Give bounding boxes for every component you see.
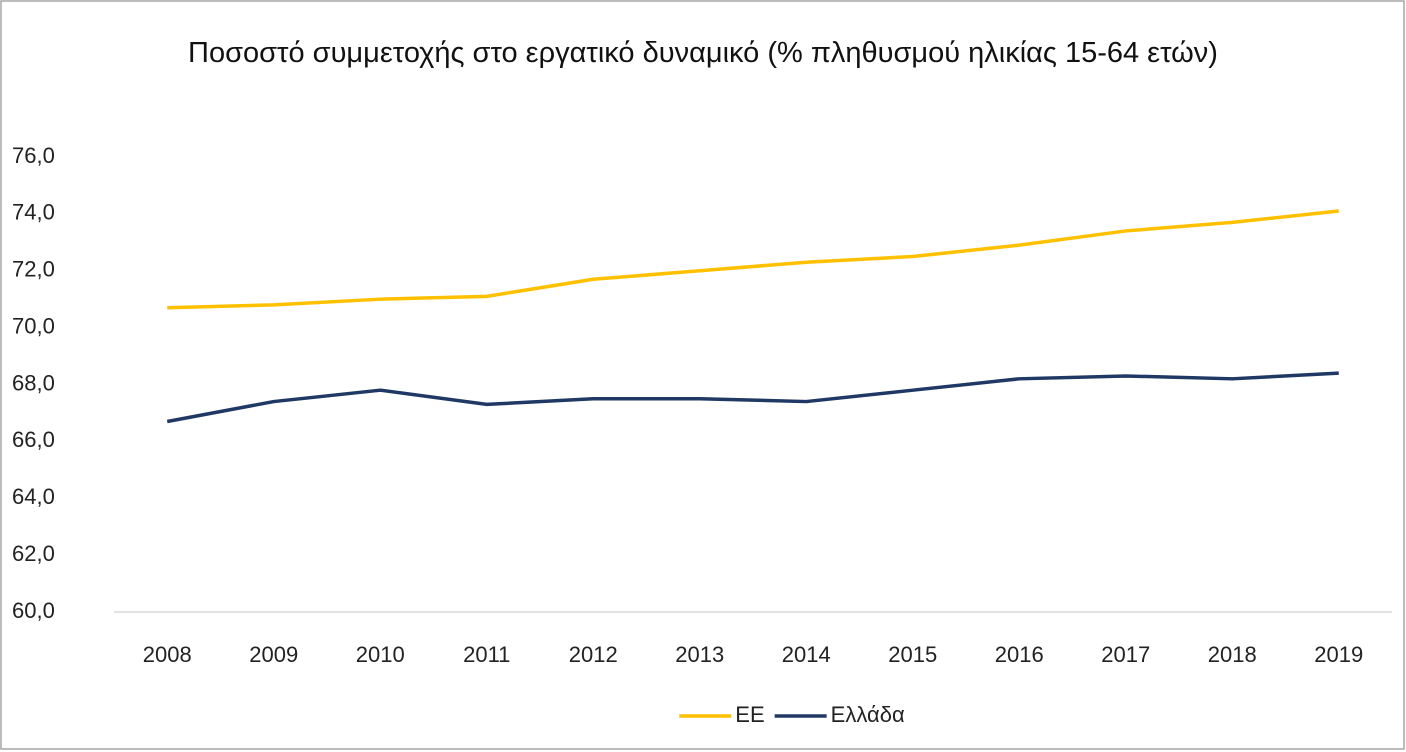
y-tick-label: 66,0 bbox=[12, 427, 55, 452]
x-tick-label: 2013 bbox=[675, 642, 724, 667]
series-line bbox=[167, 209, 1339, 310]
y-tick-label: 68,0 bbox=[12, 370, 55, 395]
y-tick-label: 74,0 bbox=[12, 200, 55, 225]
chart-title: Ποσοστό συμμετοχής στο εργατικό δυναμικό… bbox=[188, 37, 1218, 69]
y-tick-label: 72,0 bbox=[12, 257, 55, 282]
x-tick-label: 2015 bbox=[888, 642, 937, 667]
x-tick-label: 2012 bbox=[569, 642, 618, 667]
y-tick-label: 76,0 bbox=[12, 143, 55, 168]
series-line bbox=[166, 371, 1339, 424]
x-tick-label: 2011 bbox=[463, 642, 510, 667]
x-tick-label: 2014 bbox=[782, 642, 831, 667]
y-tick-label: 60,0 bbox=[12, 598, 55, 623]
y-tick-label: 70,0 bbox=[12, 313, 55, 338]
legend-label: Ελλάδα bbox=[831, 702, 905, 727]
y-tick-label: 64,0 bbox=[12, 484, 55, 509]
x-tick-label: 2016 bbox=[995, 642, 1044, 667]
y-tick-label: 62,0 bbox=[12, 541, 55, 566]
x-tick-label: 2009 bbox=[249, 642, 298, 667]
legend-label: ΕΕ bbox=[735, 702, 764, 727]
x-tick-label: 2010 bbox=[356, 642, 405, 667]
x-tick-label: 2008 bbox=[143, 642, 192, 667]
x-tick-label: 2017 bbox=[1101, 642, 1150, 667]
x-tick-label: 2018 bbox=[1208, 642, 1257, 667]
x-tick-label: 2019 bbox=[1314, 642, 1363, 667]
